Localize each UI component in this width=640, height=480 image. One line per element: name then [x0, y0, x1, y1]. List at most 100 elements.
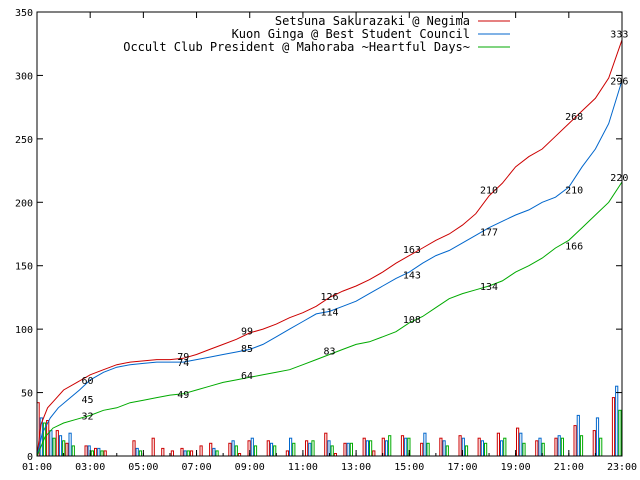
histogram-bar — [58, 435, 63, 457]
data-label: 333 — [610, 30, 628, 41]
histogram-bar — [71, 445, 75, 457]
x-tick-label: 07:00 — [181, 462, 211, 473]
histogram-bar — [557, 435, 561, 457]
histogram-bar — [289, 437, 293, 457]
x-tick-label: 11:00 — [288, 462, 318, 473]
histogram-bar — [250, 437, 254, 457]
histogram-bar — [576, 414, 580, 457]
data-label: 49 — [177, 390, 189, 401]
histogram-bar — [228, 442, 232, 457]
histogram-bar — [439, 437, 443, 457]
data-label: 143 — [403, 271, 421, 282]
histogram-bar — [369, 440, 373, 457]
histogram-bar — [503, 437, 507, 457]
histogram-bar — [519, 432, 523, 457]
data-label: 83 — [323, 347, 335, 358]
y-tick-label: 250 — [15, 135, 33, 146]
series-line — [36, 181, 623, 457]
x-tick-label: 09:00 — [235, 462, 265, 473]
histogram-bar — [496, 432, 500, 457]
histogram-bar — [535, 440, 539, 457]
histogram-bar — [560, 437, 564, 457]
histogram-bar — [423, 432, 427, 457]
histogram-bar — [100, 450, 104, 457]
histogram-bar — [305, 440, 309, 457]
histogram-bar — [592, 430, 596, 457]
histogram-bar — [231, 440, 235, 457]
histogram-bar — [426, 442, 430, 457]
axes-layer: 0 50 100 150 200 250 300 350 01:00 03:00 05:00 07:0… — [15, 8, 637, 473]
data-label: 166 — [565, 241, 583, 252]
histogram-bar — [365, 440, 369, 457]
histogram-bar — [445, 445, 449, 457]
data-label: 134 — [480, 282, 498, 293]
histogram-bar — [618, 409, 622, 457]
y-tick-label: 150 — [15, 262, 33, 273]
histogram-bar — [554, 437, 558, 457]
data-label: 220 — [610, 173, 628, 184]
data-label: 210 — [565, 186, 583, 197]
histogram-bar — [420, 442, 424, 457]
legend-entry: Setsuna Sakurazaki @ Negima — [275, 14, 470, 28]
data-label: 74 — [177, 358, 189, 369]
histogram-bar — [330, 445, 334, 457]
histogram-bar — [388, 435, 392, 457]
histogram-bar — [458, 435, 462, 457]
x-tick-label: 15:00 — [394, 462, 424, 473]
histogram-bar — [308, 442, 312, 457]
histogram-bar — [186, 450, 190, 457]
histogram-bar — [212, 447, 216, 457]
data-label: 85 — [241, 344, 253, 355]
histogram-bar — [599, 437, 603, 457]
y-tick-label: 100 — [15, 325, 33, 336]
histogram-bar — [84, 445, 88, 457]
histogram-bar — [94, 447, 98, 457]
histogram-bar — [161, 447, 165, 457]
histogram-bar — [170, 450, 175, 457]
histogram-bar — [68, 432, 72, 457]
histogram-bar — [46, 420, 50, 457]
data-label: 114 — [320, 307, 338, 318]
histogram-bar — [538, 437, 542, 457]
histogram-bar — [253, 445, 258, 457]
histogram-bar — [135, 447, 139, 457]
x-tick-label: 13:00 — [341, 462, 371, 473]
y-tick-label: 300 — [15, 71, 33, 82]
histogram-bar — [384, 440, 389, 457]
histogram-bar — [346, 442, 350, 457]
histogram-bar — [500, 440, 504, 457]
histogram-bar — [189, 450, 194, 457]
histogram-bar — [372, 450, 376, 457]
histogram-bar — [516, 427, 520, 457]
histogram-bar — [579, 435, 584, 457]
legend-entry: Occult Club President @ Mahoraba ~Heartf… — [123, 40, 470, 54]
bars-layer — [36, 385, 622, 457]
histogram-bar — [180, 447, 184, 457]
plot-frame — [36, 11, 623, 457]
histogram-bar — [209, 442, 213, 457]
histogram-bar — [404, 437, 408, 457]
histogram-bar — [349, 442, 353, 457]
legend-entry: Kuon Ginga @ Best Student Council — [232, 27, 470, 41]
histogram-bar — [97, 447, 101, 457]
histogram-bar — [311, 440, 315, 457]
data-label: 32 — [81, 411, 93, 422]
data-label: 296 — [610, 77, 628, 88]
x-tick-label: 19:00 — [501, 462, 531, 473]
lines-layer — [36, 39, 623, 457]
histogram-bar — [234, 445, 238, 457]
x-tick-label: 21:00 — [554, 462, 584, 473]
x-tick-label: 23:00 — [607, 462, 637, 473]
histogram-bar — [484, 442, 488, 457]
data-label: 45 — [81, 395, 93, 406]
histogram-bar — [292, 442, 296, 457]
series-line — [36, 39, 623, 457]
x-tick-label: 05:00 — [128, 462, 158, 473]
data-label: 126 — [320, 292, 338, 303]
data-label: 268 — [565, 112, 583, 123]
histogram-bar — [55, 430, 59, 457]
histogram-bar — [273, 445, 277, 457]
histogram-bar — [480, 440, 484, 457]
